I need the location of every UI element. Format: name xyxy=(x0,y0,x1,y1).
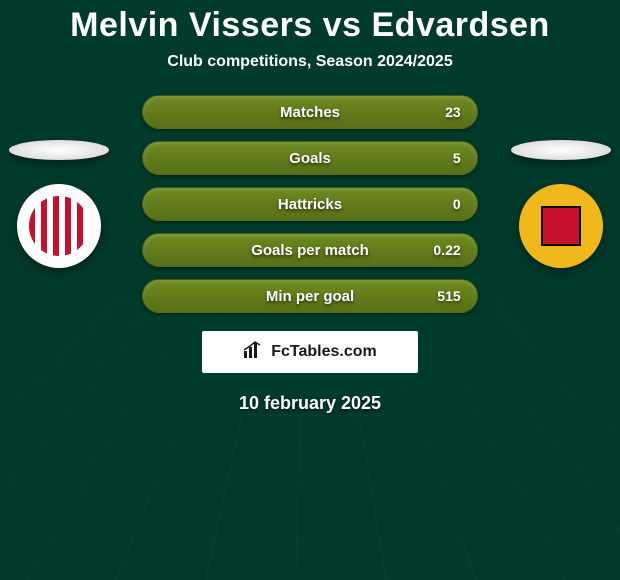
stat-right-value: 0 xyxy=(453,196,461,212)
bar-chart-icon xyxy=(243,341,265,364)
comparison-card: Melvin Vissers vs Edvardsen Club competi… xyxy=(0,0,620,414)
left-player-column xyxy=(0,140,118,268)
stat-label: Hattricks xyxy=(278,196,342,213)
brand-text: FcTables.com xyxy=(271,343,377,361)
stat-row-hattricks: Hattricks 0 xyxy=(142,187,477,221)
right-club-badge xyxy=(519,184,603,268)
brand-watermark: FcTables.com xyxy=(202,331,418,373)
season-subtitle: Club competitions, Season 2024/2025 xyxy=(0,53,620,71)
stat-right-value: 5 xyxy=(453,150,461,166)
stat-label: Goals xyxy=(289,150,331,167)
stat-right-value: 23 xyxy=(445,104,461,120)
stat-label: Goals per match xyxy=(251,242,369,259)
snapshot-date: 10 february 2025 xyxy=(0,393,620,414)
left-player-photo xyxy=(9,140,109,160)
eagles-shield-icon xyxy=(541,206,581,246)
stats-list: Matches 23 Goals 5 Hattricks 0 Goals per… xyxy=(142,95,477,313)
sparta-badge-inner xyxy=(29,196,89,256)
comparison-row: Matches 23 Goals 5 Hattricks 0 Goals per… xyxy=(0,95,620,313)
page-title: Melvin Vissers vs Edvardsen xyxy=(0,6,620,45)
stat-right-value: 515 xyxy=(437,288,460,304)
stat-row-goals: Goals 5 xyxy=(142,141,477,175)
stat-right-value: 0.22 xyxy=(433,242,460,258)
right-player-photo xyxy=(511,140,611,160)
stat-row-min-per-goal: Min per goal 515 xyxy=(142,279,477,313)
eagles-badge-inner xyxy=(531,196,591,256)
stat-row-matches: Matches 23 xyxy=(142,95,477,129)
stat-label: Min per goal xyxy=(266,288,354,305)
stat-label: Matches xyxy=(280,104,340,121)
left-club-badge xyxy=(17,184,101,268)
right-player-column xyxy=(502,140,620,268)
stat-row-goals-per-match: Goals per match 0.22 xyxy=(142,233,477,267)
